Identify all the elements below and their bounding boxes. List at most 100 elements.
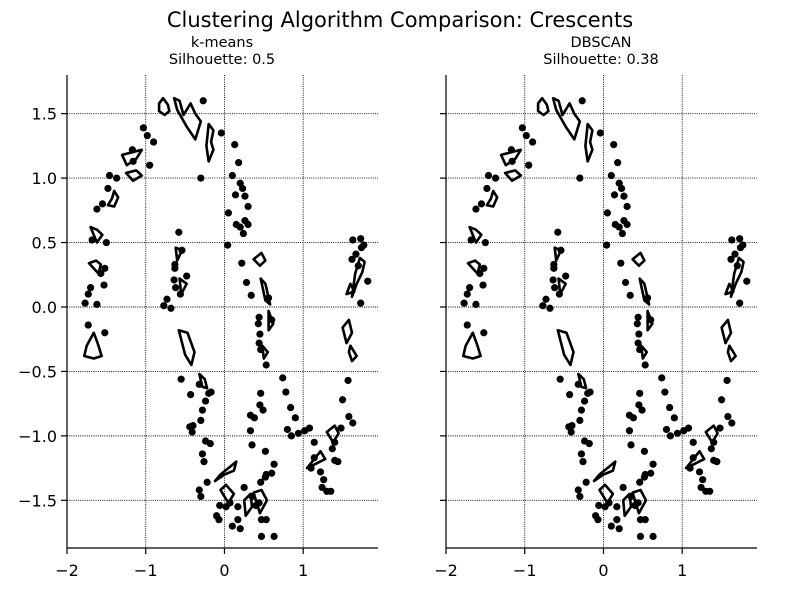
x-tick-label: 1 <box>298 561 308 580</box>
data-point <box>87 284 95 292</box>
data-point <box>623 220 631 229</box>
data-point <box>327 487 335 495</box>
data-point <box>231 191 240 199</box>
x-tick-label: −2 <box>55 561 79 580</box>
data-point <box>101 329 109 337</box>
data-point <box>576 416 584 425</box>
data-point <box>662 425 671 434</box>
y-tick-label: −1.5 <box>18 491 57 510</box>
data-loop-marker <box>305 450 327 470</box>
data-loop-marker <box>242 492 254 518</box>
subplot-title-kmeans: k-means <box>191 35 253 51</box>
data-point <box>625 411 634 419</box>
data-point <box>635 401 643 409</box>
data-point <box>338 396 347 404</box>
x-tick-label: 1 <box>677 561 687 580</box>
data-point <box>291 414 299 422</box>
data-point <box>477 200 486 208</box>
x-tick-label: 0 <box>219 561 229 580</box>
data-point <box>684 424 693 432</box>
data-point <box>479 281 487 289</box>
data-point <box>352 250 360 258</box>
data-point <box>728 236 736 244</box>
data-point <box>257 478 265 486</box>
data-loop-marker <box>646 309 654 332</box>
data-point <box>577 450 586 458</box>
data-point <box>320 476 328 484</box>
data-point <box>183 272 191 280</box>
data-point <box>240 483 248 492</box>
data-point <box>568 421 576 430</box>
data-point <box>724 412 732 421</box>
data-loop-marker <box>261 344 270 360</box>
data-point <box>727 255 735 263</box>
data-point <box>623 202 631 211</box>
data-point <box>98 200 107 208</box>
data-point <box>167 304 175 312</box>
data-point <box>621 278 630 287</box>
data-point <box>259 406 267 414</box>
data-loop-marker <box>621 492 633 518</box>
data-point <box>731 250 739 258</box>
data-point <box>262 470 270 479</box>
data-point <box>316 468 325 476</box>
data-point <box>197 416 205 425</box>
data-point <box>247 291 255 299</box>
data-point <box>736 235 744 243</box>
data-loop-marker <box>556 328 575 367</box>
data-point <box>198 450 207 458</box>
data-point <box>641 516 649 524</box>
data-point <box>270 460 278 468</box>
data-point <box>337 424 345 432</box>
data-point <box>287 432 295 440</box>
data-point <box>189 421 197 430</box>
y-tick-label: −0.5 <box>18 362 57 381</box>
data-point <box>93 205 101 213</box>
data-point <box>231 140 239 149</box>
data-loop-marker <box>219 483 236 505</box>
data-point <box>268 469 276 477</box>
data-point <box>84 321 92 329</box>
data-point <box>236 525 244 533</box>
data-point <box>578 97 586 105</box>
data-point <box>163 295 171 303</box>
data-point <box>723 376 731 385</box>
data-point <box>670 414 678 422</box>
y-tick-label: 1.5 <box>32 105 57 124</box>
data-point <box>195 486 203 494</box>
data-point <box>198 406 207 414</box>
data-loop-marker <box>640 344 649 360</box>
data-point <box>627 441 635 449</box>
data-loop-marker <box>157 96 171 117</box>
data-point <box>242 278 251 287</box>
data-point <box>360 241 368 249</box>
data-point <box>607 522 615 530</box>
data-point <box>550 264 558 272</box>
data-point <box>562 272 570 280</box>
data-point <box>238 259 246 267</box>
data-point <box>636 532 645 541</box>
data-point <box>613 503 621 511</box>
data-point <box>580 397 589 405</box>
data-loop-marker <box>462 331 482 360</box>
data-point <box>574 486 582 494</box>
data-point <box>270 532 278 541</box>
data-point <box>739 241 747 249</box>
data-point <box>283 425 292 434</box>
data-point <box>254 320 262 328</box>
data-loop-marker <box>83 331 103 360</box>
data-loop-marker <box>252 251 267 267</box>
data-point <box>256 330 264 338</box>
data-point <box>199 97 207 105</box>
data-loop-marker <box>592 460 617 483</box>
data-loop-marker <box>584 122 594 163</box>
data-loop-marker <box>598 483 615 505</box>
data-point <box>483 184 491 193</box>
data-point <box>603 241 611 249</box>
data-point <box>175 228 183 236</box>
data-point <box>100 281 108 289</box>
data-point <box>480 329 488 337</box>
data-point <box>262 361 270 369</box>
subplot-title-dbscan: DBSCAN <box>571 35 632 51</box>
data-point <box>591 512 600 520</box>
